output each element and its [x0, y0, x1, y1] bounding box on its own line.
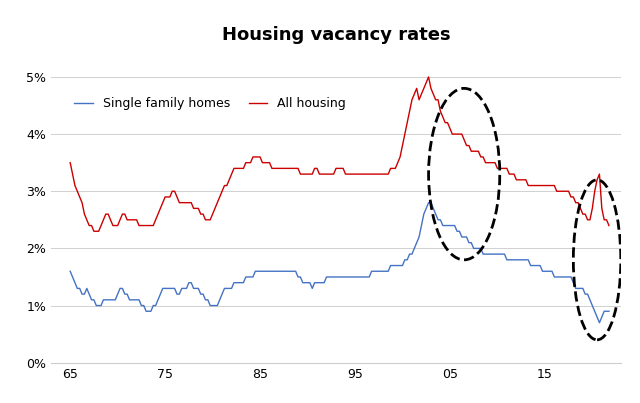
Line: Single family homes: Single family homes — [70, 203, 609, 323]
Single family homes — [67, 269, 74, 274]
All housing — [206, 217, 214, 222]
Single family homes — [493, 252, 501, 257]
All housing — [605, 223, 612, 228]
All housing — [425, 75, 433, 79]
Single family homes — [529, 263, 537, 268]
All housing — [67, 160, 74, 165]
Single family homes — [605, 309, 612, 314]
Legend: Single family homes, All housing: Single family homes, All housing — [69, 92, 351, 115]
All housing — [531, 183, 539, 188]
Single family homes — [596, 320, 604, 325]
Single family homes — [415, 235, 423, 239]
All housing — [472, 149, 480, 154]
Line: All housing: All housing — [70, 77, 609, 231]
Single family homes — [470, 246, 477, 251]
Single family homes — [204, 297, 212, 302]
All housing — [496, 166, 504, 171]
Title: Housing vacancy rates: Housing vacancy rates — [221, 26, 451, 44]
Single family homes — [202, 297, 209, 302]
All housing — [204, 217, 212, 222]
All housing — [90, 229, 98, 234]
All housing — [418, 91, 426, 96]
Single family homes — [425, 200, 433, 205]
